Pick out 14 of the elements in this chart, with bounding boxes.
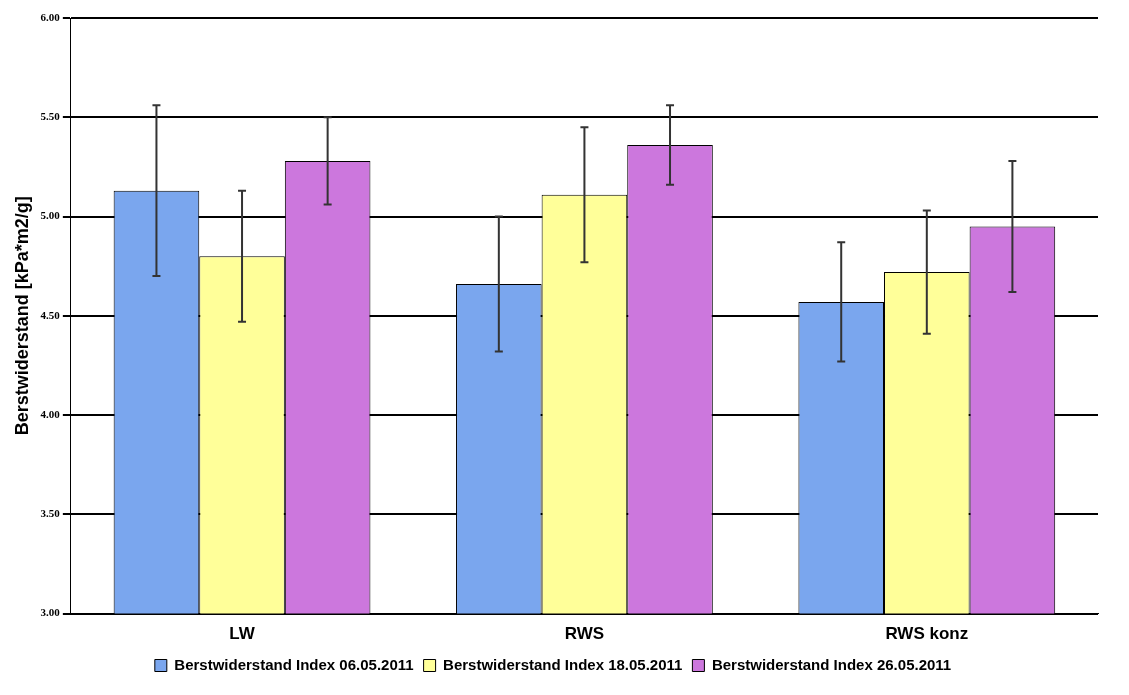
y-tick-label: 5.50 (40, 110, 61, 123)
y-tick-label: 3.00 (40, 606, 61, 619)
y-tick-label: 6.00 (40, 10, 61, 23)
y-axis-title: Berstwiderstand [kPa*m2/g] (11, 196, 32, 436)
y-tick-label: 5.00 (40, 209, 61, 222)
y-tick-label: 3.50 (40, 507, 61, 520)
y-tick-label: 4.50 (40, 308, 61, 321)
x-tick-label: RWS (564, 624, 605, 644)
legend-label: Berstwiderstand Index 06.05.2011 (174, 655, 414, 673)
y-tick-label: 4.00 (40, 407, 61, 420)
legend-label: Berstwiderstand Index 18.05.2011 (443, 655, 683, 673)
legend-label: Berstwiderstand Index 26.05.2011 (711, 655, 952, 673)
x-tick-label: RWS konz (885, 624, 969, 644)
x-tick-label: LW (229, 624, 256, 644)
